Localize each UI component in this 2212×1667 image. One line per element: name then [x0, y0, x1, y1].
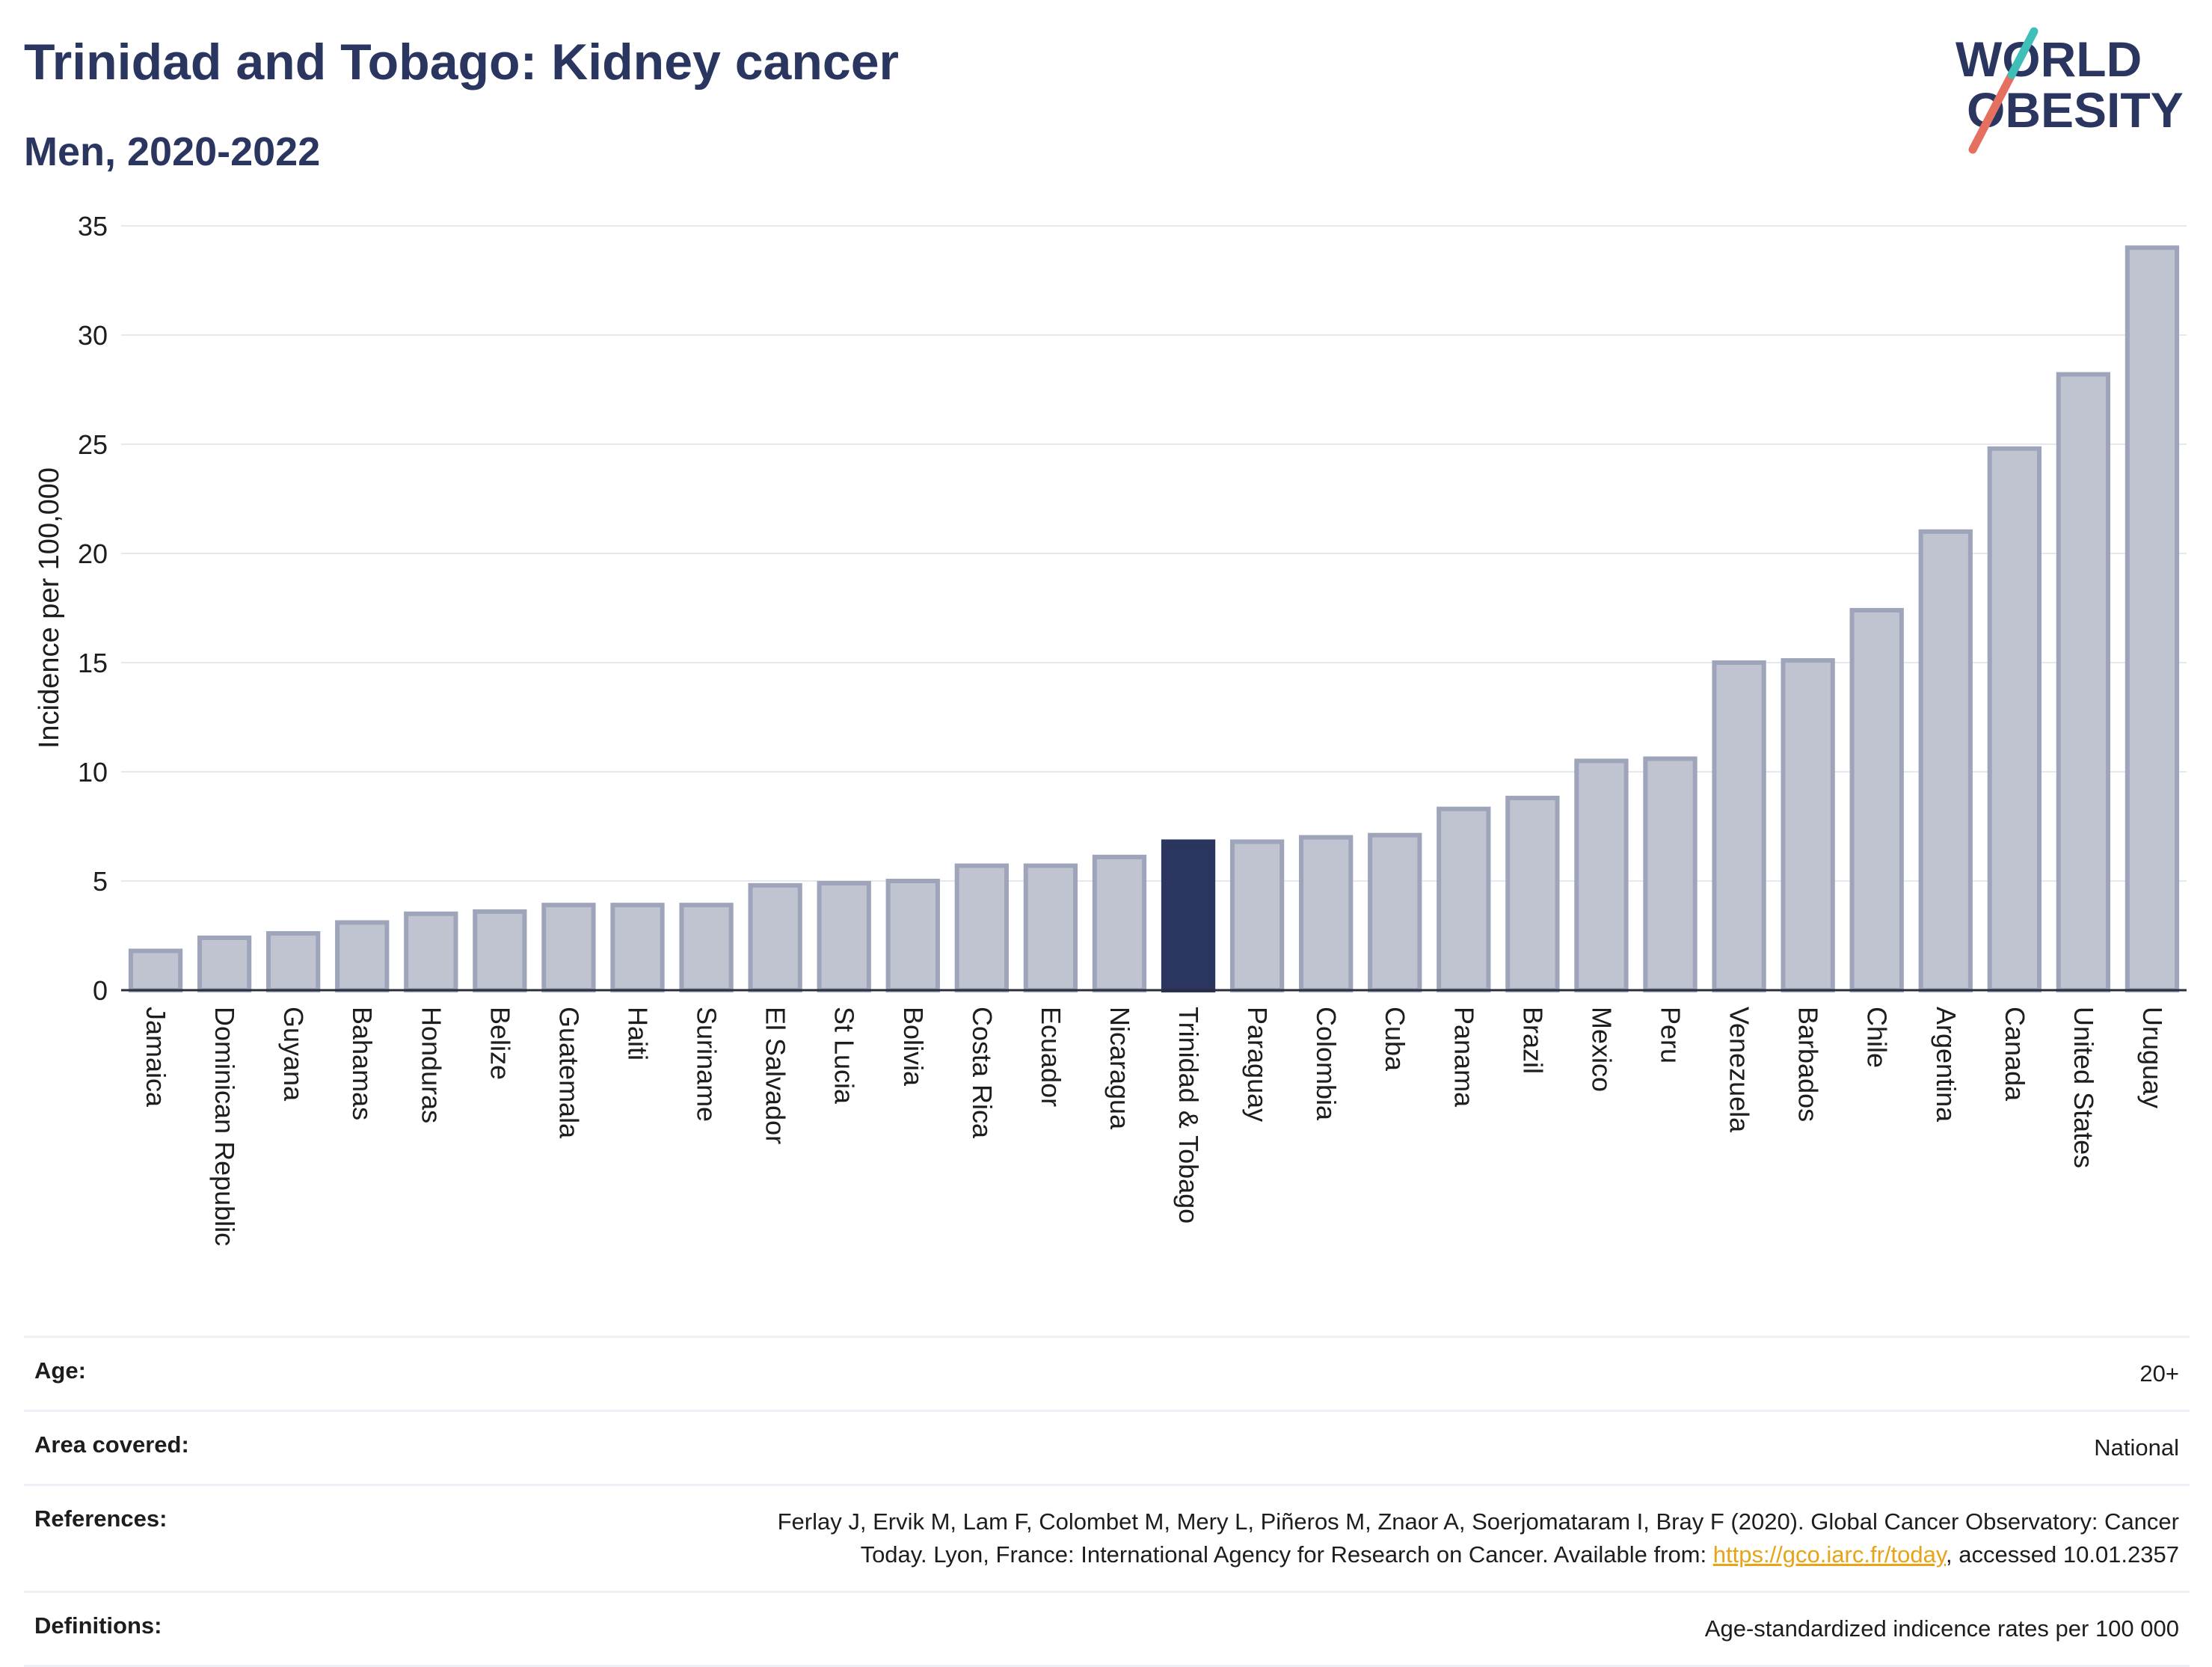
x-tick-label: Peru: [1656, 1007, 1686, 1063]
logo-word-world: WORLD: [1956, 31, 2142, 87]
bar: [1781, 658, 1835, 993]
definitions-value: Age-standardized indicence rates per 100…: [1704, 1615, 2179, 1642]
bar: [541, 903, 596, 992]
chart-title: Trinidad and Tobago: Kidney cancer: [24, 34, 900, 90]
x-tick-label: Chile: [1862, 1007, 1893, 1068]
bar: [473, 909, 527, 993]
x-tick-label: Colombia: [1311, 1007, 1342, 1121]
definitions-label: Definitions:: [34, 1612, 162, 1639]
references-line-2-end: , accessed 10.01.2357: [1946, 1541, 2179, 1568]
bar: [128, 948, 183, 992]
x-tick-label: Paraguay: [1242, 1007, 1273, 1122]
bar: [1505, 796, 1560, 993]
references-line-1: Ferlay J, Ervik M, Lam F, Colombet M, Me…: [777, 1508, 2179, 1535]
bar: [748, 882, 802, 992]
x-tick-label: Guatemala: [553, 1007, 584, 1139]
info-row-age: Age: 20+: [24, 1336, 2190, 1411]
bar: [1229, 839, 1285, 992]
y-tick-label: 25: [78, 429, 108, 460]
bar: [2125, 245, 2180, 992]
x-tick-label: Nicaragua: [1105, 1007, 1135, 1130]
bar: [2056, 372, 2111, 992]
info-row-references: References: Ferlay J, Ervik M, Lam F, Co…: [24, 1485, 2190, 1592]
x-tick-label: Argentina: [1931, 1007, 1961, 1123]
x-tick-label: Ecuador: [1036, 1007, 1066, 1107]
x-tick-label: Trinidad & Tobago: [1173, 1007, 1204, 1224]
bar: [1368, 832, 1422, 993]
bar: [266, 931, 321, 992]
y-tick-label: 5: [93, 866, 108, 897]
bar: [1987, 446, 2042, 992]
bar: [817, 880, 871, 993]
y-tick-label: 35: [78, 211, 108, 242]
bar: [1849, 607, 1904, 992]
x-tick-label: Brazil: [1517, 1007, 1548, 1074]
references-value: Ferlay J, Ervik M, Lam F, Colombet M, Me…: [419, 1485, 2190, 1592]
age-value: 20+: [2139, 1360, 2179, 1387]
area-value: National: [2094, 1434, 2179, 1461]
x-tick-label: United States: [2068, 1007, 2099, 1168]
age-label: Age:: [34, 1357, 86, 1384]
x-tick-label: Belize: [485, 1007, 515, 1080]
bar: [610, 903, 665, 992]
references-line-2-start: Today. Lyon, France: International Agenc…: [860, 1541, 1713, 1568]
x-tick-label: Mexico: [1586, 1007, 1617, 1092]
bar: [885, 879, 940, 992]
area-label: Area covered:: [34, 1431, 189, 1458]
y-tick-label: 10: [78, 757, 108, 788]
logo-slash-teal: [2007, 27, 2039, 79]
x-tick-label: Barbados: [1793, 1007, 1824, 1122]
x-tick-label: Suriname: [692, 1007, 722, 1122]
x-tick-label: St Lucia: [829, 1007, 860, 1105]
y-axis-label: Incidence per 100,000: [34, 467, 65, 749]
x-tick-label: Guyana: [278, 1007, 309, 1102]
info-row-area: Area covered: National: [24, 1410, 2190, 1485]
x-tick-label: Canada: [2000, 1007, 2030, 1102]
x-tick-label: Bolivia: [898, 1007, 929, 1087]
bar: [1299, 835, 1354, 992]
bar: [197, 935, 252, 993]
y-tick-label: 0: [93, 975, 108, 1006]
bar: [1437, 806, 1491, 993]
bar: [1023, 863, 1078, 993]
bar: [1643, 756, 1698, 992]
bar: [1712, 660, 1766, 992]
logo-slash-red: [1968, 70, 2016, 154]
chart-subtitle: Men, 2020-2022: [24, 129, 321, 174]
bar: [404, 911, 458, 993]
x-tick-label: Cuba: [1380, 1007, 1410, 1072]
bar: [954, 863, 1009, 993]
references-label: References:: [34, 1505, 168, 1532]
world-obesity-logo: WORLD OBESITY: [1956, 27, 2184, 154]
bar: [1092, 854, 1147, 992]
y-tick-label: 30: [78, 320, 108, 351]
info-table: Age: 20+ Area covered: National Referenc…: [24, 1336, 2190, 1667]
x-tick-label: Haiti: [623, 1007, 654, 1060]
bar: [679, 903, 734, 992]
bar-chart: 0 5 10 15 20 25 30 35 Incidence per 100,000 Jamai…: [34, 211, 2187, 1246]
x-tick-label: Jamaica: [141, 1007, 171, 1108]
x-tick-label: Bahamas: [347, 1007, 378, 1120]
x-tick-label: Honduras: [416, 1007, 446, 1123]
bar: [335, 920, 390, 992]
x-tick-label: Venezuela: [1724, 1007, 1755, 1133]
reference-link[interactable]: https://gco.iarc.fr/today: [1712, 1541, 1947, 1568]
x-tick-label: Panama: [1448, 1007, 1479, 1108]
bar: [1161, 839, 1216, 992]
y-tick-label: 15: [78, 648, 108, 678]
x-tick-label: Dominican Republic: [209, 1007, 240, 1246]
x-tick-label: Uruguay: [2137, 1007, 2168, 1108]
y-tick-label: 20: [78, 538, 108, 569]
x-tick-label: El Salvador: [761, 1007, 791, 1144]
bar: [1574, 758, 1629, 993]
bar: [1918, 529, 1973, 992]
x-tick-label: Costa Rica: [967, 1007, 998, 1139]
